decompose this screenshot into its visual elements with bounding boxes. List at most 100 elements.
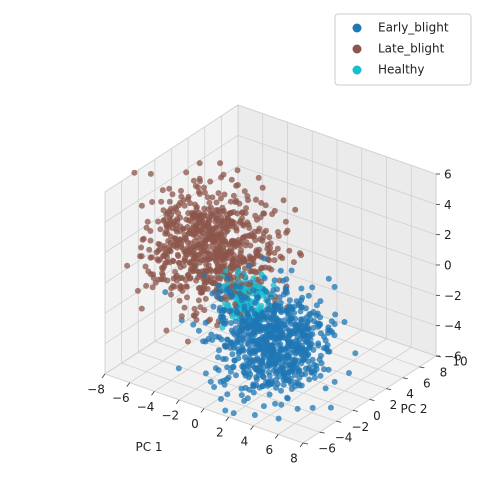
data-point-early-blight: [257, 336, 263, 343]
data-point-early-blight: [215, 289, 222, 296]
data-point-late-blight: [220, 254, 226, 261]
data-point-early-blight: [306, 376, 313, 383]
data-point-late-blight: [197, 251, 203, 258]
data-point-late-blight: [253, 196, 259, 203]
data-point-late-blight: [204, 232, 211, 239]
data-point-late-blight: [196, 160, 203, 167]
data-point-early-blight: [233, 283, 239, 290]
data-point-early-blight: [288, 386, 295, 392]
data-point-early-blight: [304, 326, 311, 333]
data-point-late-blight: [217, 160, 224, 167]
data-point-late-blight: [190, 177, 197, 184]
data-point-late-blight: [157, 241, 164, 248]
y-tick-label: −2: [351, 420, 369, 434]
legend: Early_blight Late_blight Healthy: [334, 13, 472, 86]
data-point-late-blight: [271, 249, 278, 256]
data-point-early-blight: [283, 325, 289, 331]
x-tick-mark: [151, 391, 155, 396]
data-point-early-blight: [246, 337, 253, 344]
data-point-early-blight: [278, 346, 285, 353]
y-tick-label: 2: [390, 398, 398, 412]
data-point-early-blight: [265, 308, 271, 315]
data-point-late-blight: [233, 182, 240, 189]
data-point-early-blight: [274, 286, 280, 293]
y-axis-label: PC 2: [400, 402, 427, 416]
data-point-early-blight: [216, 347, 222, 354]
data-point-late-blight: [170, 241, 177, 248]
data-point-early-blight: [280, 334, 286, 341]
x-tick-label: 2: [216, 426, 224, 440]
data-point-late-blight: [209, 194, 216, 201]
z-tick-label: 2: [444, 228, 452, 242]
data-point-late-blight: [192, 246, 198, 252]
data-point-late-blight: [230, 192, 237, 199]
data-point-early-blight: [283, 289, 290, 296]
data-point-late-blight: [243, 205, 250, 212]
data-point-early-blight: [274, 381, 281, 387]
data-point-late-blight: [147, 254, 154, 261]
data-point-late-blight: [212, 237, 219, 244]
data-point-late-blight: [240, 222, 247, 229]
data-point-early-blight: [317, 372, 324, 379]
data-point-late-blight: [247, 268, 254, 275]
data-point-early-blight: [225, 374, 232, 381]
data-point-early-blight: [294, 405, 301, 412]
data-point-early-blight: [261, 255, 268, 262]
data-points: [124, 160, 359, 422]
data-point-late-blight: [237, 218, 244, 224]
data-point-early-blight: [277, 341, 284, 348]
data-point-early-blight: [331, 321, 338, 328]
legend-label: Late_blight: [378, 42, 445, 56]
data-point-late-blight: [144, 218, 151, 225]
gridline: [104, 104, 239, 193]
data-point-early-blight: [313, 302, 320, 309]
data-point-late-blight: [206, 199, 213, 206]
x-axis-label: PC 1: [135, 440, 162, 454]
data-point-late-blight: [177, 264, 184, 271]
data-point-early-blight: [304, 319, 311, 326]
data-point-early-blight: [248, 332, 255, 338]
data-point-late-blight: [163, 211, 170, 218]
y-tick-label: 8: [440, 365, 448, 379]
data-point-late-blight: [176, 236, 183, 243]
data-point-late-blight: [124, 262, 131, 269]
data-point-late-blight: [252, 269, 259, 276]
data-point-late-blight: [207, 178, 214, 185]
z-tick-label: 6: [444, 168, 452, 182]
data-point-early-blight: [222, 342, 229, 349]
data-point-early-blight: [215, 354, 221, 361]
data-point-late-blight: [275, 229, 281, 235]
data-point-late-blight: [195, 209, 202, 216]
data-point-early-blight: [323, 344, 330, 351]
data-point-early-blight: [175, 365, 182, 372]
data-point-early-blight: [241, 370, 248, 377]
data-point-early-blight: [233, 372, 239, 379]
data-point-late-blight: [215, 190, 222, 197]
data-point-healthy: [252, 281, 259, 288]
data-point-early-blight: [251, 321, 258, 328]
data-point-early-blight: [318, 360, 325, 367]
data-point-early-blight: [241, 397, 248, 404]
data-point-early-blight: [280, 371, 287, 377]
gridline: [237, 195, 437, 266]
data-point-early-blight: [250, 341, 257, 347]
data-point-late-blight: [170, 283, 176, 289]
data-point-late-blight: [207, 210, 214, 217]
data-point-early-blight: [215, 282, 222, 289]
data-point-early-blight: [215, 367, 222, 374]
data-point-late-blight: [260, 234, 267, 241]
data-point-early-blight: [195, 327, 202, 334]
data-point-late-blight: [254, 248, 261, 255]
data-point-late-blight: [237, 242, 244, 249]
data-point-late-blight: [234, 210, 241, 217]
data-point-early-blight: [243, 357, 250, 364]
data-point-early-blight: [234, 338, 241, 345]
data-point-early-blight: [263, 288, 270, 295]
data-point-early-blight: [341, 319, 348, 325]
data-point-early-blight: [223, 287, 230, 294]
data-point-early-blight: [217, 304, 223, 311]
data-point-early-blight: [317, 352, 324, 359]
data-point-early-blight: [305, 358, 312, 365]
z-tick-label: 4: [444, 198, 452, 212]
data-point-early-blight: [202, 319, 209, 326]
